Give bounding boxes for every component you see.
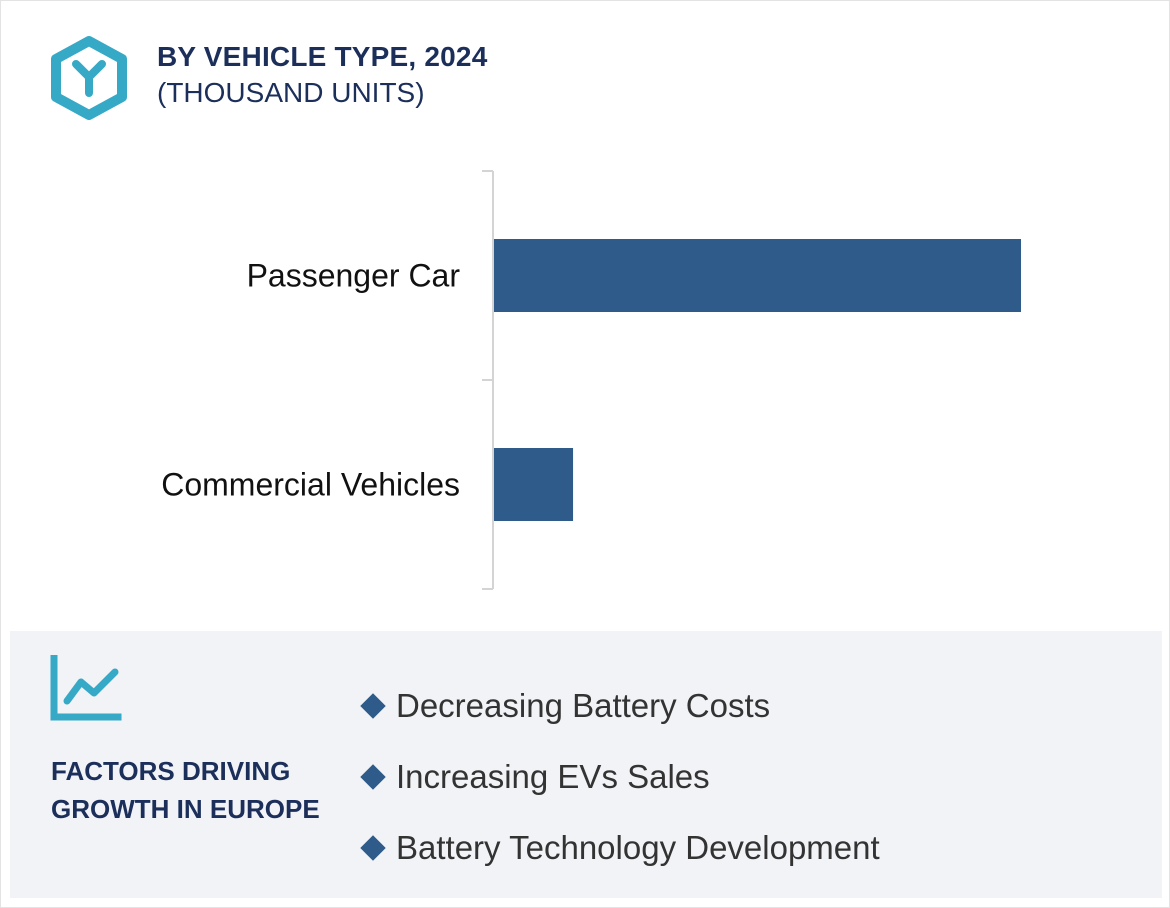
diamond-bullet-icon [360,764,386,790]
factors-title: FACTORS DRIVING GROWTH IN EUROPE [51,756,320,824]
diamond-bullet-icon [360,835,386,861]
category-label: Passenger Car [247,258,461,294]
chart-subtitle: (THOUSAND UNITS) [157,77,425,108]
bar-chart: Passenger Car Commercial Vehicles [161,170,1021,590]
bar-commercial-vehicles [494,448,574,521]
growth-factors-panel: FACTORS DRIVING GROWTH IN EUROPE Decreas… [10,631,1162,898]
diamond-bullet-icon [360,693,386,719]
bar-passenger-car [494,239,1021,312]
factor-text: Battery Technology Development [396,829,880,866]
factor-text: Increasing EVs Sales [396,758,710,795]
chart-title: BY VEHICLE TYPE, 2024 [157,41,488,72]
factor-item: Decreasing Battery Costs [360,686,770,726]
hexagon-y-logo-icon [51,36,127,120]
factor-text: Decreasing Battery Costs [396,687,771,724]
factor-item: Battery Technology Development [360,828,880,868]
category-label: Commercial Vehicles [161,467,460,503]
trend-line-chart-icon [50,655,122,721]
factor-item: Increasing EVs Sales [360,757,710,797]
